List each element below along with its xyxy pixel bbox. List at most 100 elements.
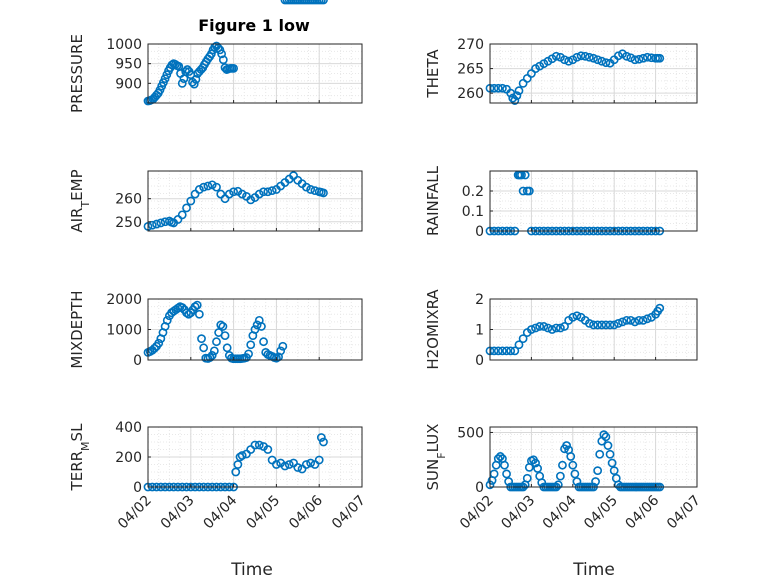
data-point [259,337,268,347]
data-point [319,0,328,5]
data-point [254,189,264,199]
y-tick-label: 265 [457,62,484,78]
data-point [504,477,514,486]
data-point [626,315,636,325]
data-point [217,49,227,59]
data-point [622,51,632,61]
y-tick-label: 400 [115,420,142,436]
data-point [293,463,303,472]
data-point [498,346,507,356]
data-point [489,83,499,93]
y-tick-label: 2000 [106,292,142,308]
x-tick-label: 04/06 [623,492,663,532]
y-tick-label: 1000 [106,37,142,53]
y-tick-label: 250 [115,215,142,231]
y-axis-label: THETA [424,49,442,99]
x-tick-label: 04/05 [581,493,621,533]
data-point [218,322,228,331]
data-point [601,432,611,442]
data-point [489,346,499,356]
data-point [626,53,636,63]
data-point [609,466,619,476]
data-point [154,338,164,348]
data-point [319,188,328,198]
data-point [603,441,613,450]
data-point [607,458,617,468]
data-point [642,52,652,62]
y-tick-label: 1000 [106,323,142,339]
data-point [555,471,565,481]
data-point [263,187,273,197]
data-point [229,63,238,73]
data-point [252,320,262,330]
data-point [613,318,623,328]
data-point [531,323,540,333]
data-point [566,452,576,461]
data-point [560,55,569,65]
data-point [489,469,499,479]
data-point [630,55,640,65]
x-tick-label: 04/07 [329,493,369,533]
y-tick-label: 0 [475,353,484,369]
y-tick-label: 260 [115,192,142,208]
data-point [493,454,503,464]
data-point [237,189,247,199]
data-point [218,55,228,65]
x-tick-label: 04/05 [243,493,283,533]
figure-title: Figure 1 low [198,16,310,35]
data-point [220,331,230,340]
y-tick-label: 2 [475,292,484,308]
data-point [595,449,605,459]
y-tick-label: 0.2 [462,184,484,200]
data-point [280,461,290,471]
axes-box [147,170,363,232]
data-point [572,477,582,486]
x-tick-label: 04/07 [664,493,704,533]
data-point [212,337,221,347]
y-tick-label: 0 [133,353,142,369]
data-point [254,440,264,450]
data-point [572,52,582,62]
x-tick-label: 04/04 [540,492,580,532]
data-point [224,189,234,199]
data-point [246,340,256,350]
data-point [634,315,644,325]
subplot-h2omixra: 0 1 2 H2OMIXRA [424,289,698,370]
data-point [555,323,565,333]
data-point [618,317,627,327]
data-point [156,218,166,228]
y-axis-label: RAINFALL [424,165,442,236]
data-point [203,181,213,191]
y-axis-label: MIXDEPTH [68,290,86,368]
y-tick-label: 1 [475,323,484,339]
data-point [207,351,217,360]
data-point [197,334,206,344]
data-point [584,318,594,328]
data-point [524,186,534,196]
data-point [271,460,281,469]
data-point [237,451,247,460]
data-point [535,322,545,331]
data-point [605,320,615,330]
data-point [186,196,196,206]
x-axis-label-left: Time [230,560,273,580]
subplot-pressure: 900 950 1000 PRESSURE [68,34,363,113]
data-point [319,437,328,447]
data-point [500,460,509,470]
data-point [316,433,326,442]
data-point [551,51,561,61]
data-point [162,315,172,325]
y-tick-label: 200 [115,450,142,466]
data-point [199,343,209,353]
data-point [593,55,603,65]
data-point [647,53,656,63]
data-point [580,51,590,61]
data-point [306,458,316,468]
data-point [147,220,157,230]
data-point [593,320,603,330]
axes-box [489,43,698,104]
subplot-sun-flux: 0 500 04/02 04/03 04/04 04/05 04/06 04/07 SUNFLU… [424,424,704,533]
data-point [495,452,505,461]
